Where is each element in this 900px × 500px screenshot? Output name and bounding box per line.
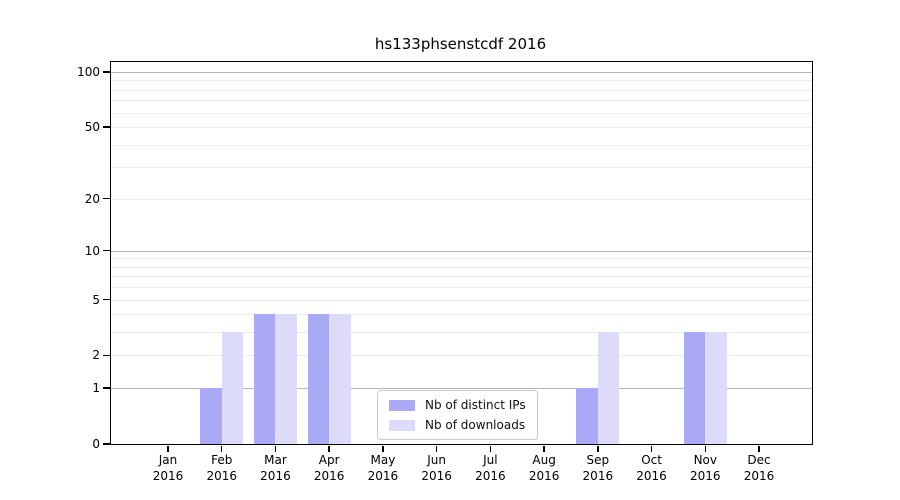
legend: Nb of distinct IPs Nb of downloads — [377, 390, 538, 440]
gridline-minor — [111, 258, 812, 260]
gridline-minor — [111, 144, 812, 146]
bar-mar-s0 — [253, 314, 276, 444]
bar-nov-s1 — [705, 332, 727, 444]
gridline-minor — [111, 287, 812, 289]
bar-mar-s1 — [275, 314, 297, 444]
gridline-minor — [111, 332, 812, 334]
x-tick-label: Feb 2016 — [206, 453, 237, 483]
gridline-minor — [111, 167, 812, 169]
y-tick-mark — [103, 354, 110, 357]
y-tick-label: 100 — [77, 64, 100, 79]
x-tick-mark — [435, 446, 438, 452]
bar-feb-s1 — [221, 332, 244, 444]
x-tick-label: Mar 2016 — [260, 453, 291, 483]
bar-apr-s0 — [307, 314, 330, 444]
y-tick-label: 10 — [84, 243, 100, 258]
gridline-minor — [111, 266, 812, 268]
legend-swatch — [389, 399, 415, 411]
gridline-minor — [111, 355, 812, 357]
x-tick-label: Sep 2016 — [582, 453, 614, 483]
bar-sep-s0 — [576, 388, 598, 444]
x-tick-mark — [597, 446, 599, 452]
gridline-minor — [111, 112, 812, 114]
x-tick-label: Aug 2016 — [528, 453, 560, 483]
gridline-minor — [111, 127, 812, 129]
gridline-major — [111, 388, 812, 390]
y-tick-label: 0 — [92, 437, 100, 451]
x-tick-label: Apr 2016 — [313, 453, 345, 483]
x-tick-label: Oct 2016 — [636, 453, 667, 483]
gridline-major — [111, 71, 812, 73]
y-tick-mark — [103, 197, 110, 200]
gridline-minor — [111, 100, 812, 102]
y-tick-mark — [103, 126, 110, 128]
x-tick-label: Dec 2016 — [743, 453, 775, 483]
x-tick-mark — [167, 446, 169, 452]
y-tick-label: 5 — [92, 292, 100, 307]
x-tick-mark — [704, 446, 707, 452]
gridline-minor — [111, 299, 812, 301]
x-tick-mark — [382, 446, 384, 452]
bar-feb-s0 — [200, 388, 222, 444]
y-tick-label: 20 — [84, 191, 100, 206]
x-tick-mark — [274, 446, 277, 452]
x-tick-label: Jun 2016 — [421, 453, 452, 483]
plot-area: 0 1 2 5 10 20 50 100 Jan 2016 Feb 2016 Mar 2016 Apr 201… — [77, 61, 813, 483]
gridline-minor — [111, 314, 812, 316]
legend-label: Nb of distinct IPs — [425, 398, 526, 412]
legend-label: Nb of downloads — [425, 418, 526, 432]
y-tick-label: 50 — [84, 120, 100, 135]
gridline-minor — [111, 276, 812, 278]
gridline-minor — [111, 89, 812, 91]
y-tick-mark — [103, 71, 110, 73]
bar-sep-s1 — [597, 332, 620, 444]
y-tick-mark — [103, 387, 110, 389]
legend-swatch — [389, 419, 415, 431]
y-tick-label: 2 — [92, 348, 100, 363]
bar-nov-s0 — [683, 332, 706, 444]
x-tick-mark — [220, 446, 223, 452]
gridline-minor — [111, 80, 812, 82]
y-tick-mark — [103, 298, 110, 301]
y-tick-label: 1 — [92, 381, 100, 396]
legend-row: Nb of distinct IPs — [389, 398, 526, 412]
y-tick-mark — [103, 443, 110, 445]
x-tick-mark — [758, 446, 760, 452]
x-tick-mark — [543, 446, 545, 452]
x-tick-label: May 2016 — [367, 453, 399, 483]
legend-row: Nb of downloads — [389, 418, 526, 432]
bar-apr-s1 — [329, 314, 351, 444]
chart-title: hs133phsenstcdf 2016 — [374, 35, 547, 53]
gridline-major — [111, 250, 812, 252]
x-tick-label: Nov 2016 — [690, 453, 721, 483]
x-tick-label: Jul 2016 — [475, 453, 506, 483]
x-tick-mark — [489, 446, 492, 452]
x-tick-mark — [328, 446, 330, 452]
gridline-minor — [111, 198, 812, 200]
y-tick-mark — [103, 249, 110, 252]
x-tick-label: Jan 2016 — [152, 453, 184, 483]
x-tick-mark — [650, 446, 653, 452]
